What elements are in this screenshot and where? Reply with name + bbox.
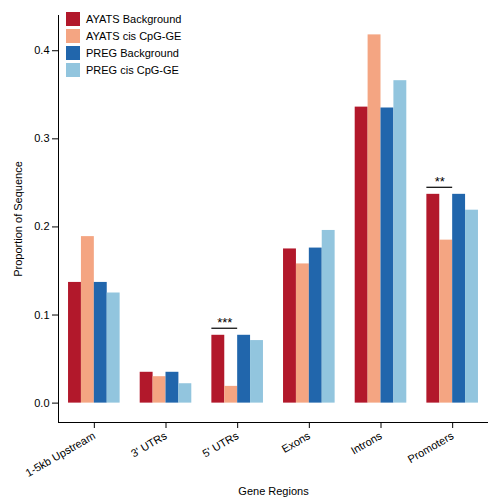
svg-text:0.4: 0.4	[34, 44, 49, 56]
svg-text:0.1: 0.1	[34, 309, 49, 321]
svg-text:5' UTRs: 5' UTRs	[200, 429, 241, 459]
svg-text:Promoters: Promoters	[405, 429, 455, 465]
svg-text:Proportion of Sequence: Proportion of Sequence	[12, 161, 24, 277]
html-text:PREG Background: PREG Background	[86, 47, 179, 59]
svg-text:Introns: Introns	[349, 429, 385, 456]
svg-text:**: **	[435, 174, 445, 189]
svg-text:0.0: 0.0	[34, 397, 49, 409]
svg-text:Exons: Exons	[280, 429, 313, 455]
svg-text:***: ***	[217, 315, 232, 330]
html-text:AYATS cis CpG-GE: AYATS cis CpG-GE	[86, 30, 182, 42]
svg-text:Gene Regions: Gene Regions	[238, 485, 309, 497]
html-text:PREG cis CpG-GE: PREG cis CpG-GE	[86, 64, 179, 76]
svg-text:1-5kb Upstream: 1-5kb Upstream	[23, 429, 97, 479]
svg-text:0.3: 0.3	[34, 132, 49, 144]
html-text:AYATS Background: AYATS Background	[86, 13, 182, 25]
svg-text:0.2: 0.2	[34, 220, 49, 232]
svg-text:3' UTRs: 3' UTRs	[129, 429, 170, 459]
